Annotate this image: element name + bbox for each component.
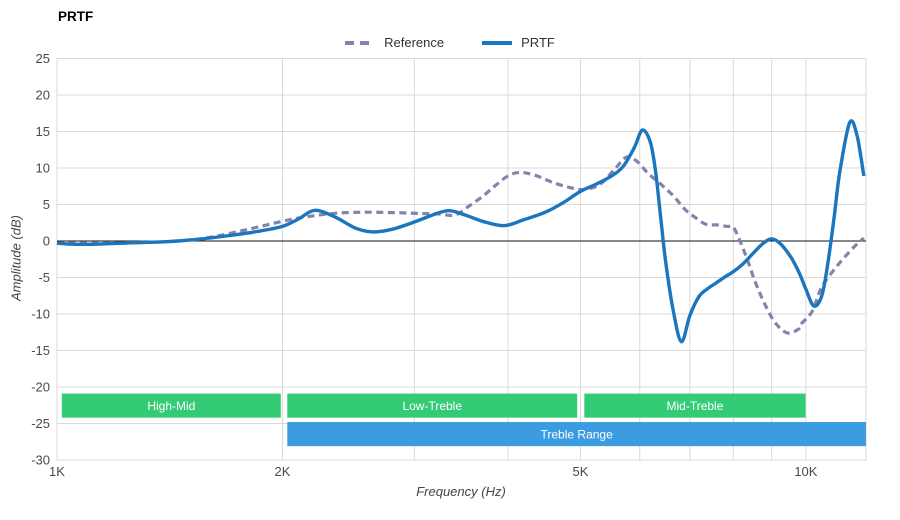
legend-item-reference[interactable]: Reference [345, 35, 444, 50]
y-tick-label-15: 15 [36, 124, 50, 139]
y-tick-label--20: -20 [31, 380, 50, 395]
y-tick-label--10: -10 [31, 307, 50, 322]
y-tick-label-0: 0 [43, 234, 50, 249]
reference-curve [56, 155, 865, 335]
band-label-mid-treble: Mid-Treble [666, 399, 723, 413]
legend-label-prtf: PRTF [521, 35, 555, 50]
page-title: PRTF [58, 9, 94, 24]
legend-item-prtf[interactable]: PRTF [482, 35, 555, 50]
y-tick-label--25: -25 [31, 416, 50, 431]
legend: Reference PRTF [0, 35, 900, 50]
prtf-solid-line-swatch-icon [482, 40, 513, 45]
band-low-treble [287, 393, 578, 418]
band-label-treble-range: Treble Range [541, 427, 614, 441]
x-tick-label-2k: 2K [274, 464, 290, 479]
y-tick-label-20: 20 [36, 88, 50, 103]
band-treble-range [287, 422, 867, 447]
plot-border [56, 58, 867, 461]
legend-label-reference: Reference [384, 35, 445, 50]
band-high-mid [61, 393, 281, 418]
y-tick-label--5: -5 [38, 270, 50, 285]
band-mid-treble [584, 393, 806, 418]
y-tick-label-5: 5 [43, 197, 50, 212]
y-axis-title: Amplitude (dB) [8, 215, 24, 301]
x-tick-label-10k: 10K [794, 464, 817, 479]
y-tick-label-10: 10 [36, 161, 50, 176]
x-tick-label-1k: 1K [49, 464, 65, 479]
prtf-curve [56, 119, 866, 344]
y-tick-label-25: 25 [36, 51, 50, 66]
x-axis-title: Frequency (Hz) [416, 484, 506, 499]
reference-dashed-line-swatch-icon [345, 40, 376, 45]
x-tick-label-5k: 5K [572, 464, 588, 479]
band-label-high-mid: High-Mid [147, 399, 195, 413]
band-label-low-treble: Low-Treble [402, 399, 462, 413]
y-tick-label--30: -30 [31, 453, 50, 468]
y-tick-label--15: -15 [31, 343, 50, 358]
